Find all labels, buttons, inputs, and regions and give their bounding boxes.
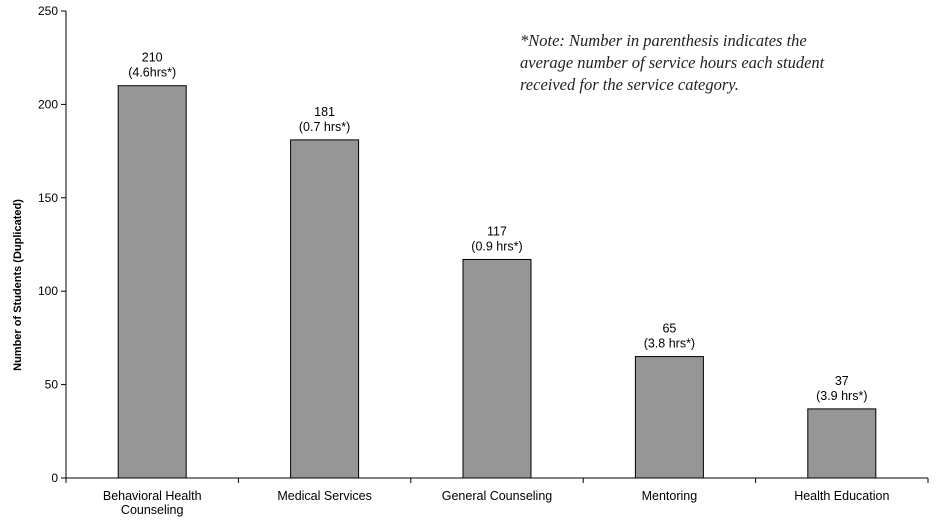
y-axis-label: Number of Students (Duplicated)	[12, 199, 24, 371]
bar	[807, 408, 877, 479]
data-label-hours: (3.8 hrs*)	[644, 337, 695, 351]
bars	[117, 85, 877, 479]
data-label-value: 181	[314, 105, 335, 119]
y-tick-label: 150	[38, 191, 58, 205]
footnote-line-1: *Note: Number in parenthesis indicates t…	[520, 31, 807, 50]
y-tick-label: 200	[38, 97, 58, 111]
data-labels: 210(4.6hrs*) 181(0.7 hrs*) 117(0.9 hrs*) 65…	[128, 51, 867, 403]
data-label-hours: (3.9 hrs*)	[816, 389, 867, 403]
data-label-hours: (4.6hrs*)	[128, 66, 176, 80]
bar	[462, 258, 532, 479]
footnote-line-3: received for the service category.	[520, 75, 739, 94]
data-label-hours: (0.9 hrs*)	[471, 239, 522, 253]
y-tick-label: 50	[45, 378, 59, 392]
x-tick-label: Counseling	[121, 503, 184, 517]
data-label-value: 117	[487, 224, 507, 238]
bar	[290, 139, 360, 479]
y-tick-label: 0	[51, 471, 58, 485]
footnote-line-2: average number of service hours each stu…	[520, 53, 825, 72]
y-tick-label: 100	[38, 284, 58, 298]
x-tick-label: Health Education	[794, 489, 889, 503]
data-label-value: 210	[142, 51, 163, 65]
bar	[634, 356, 704, 479]
y-axis: 0 50 100 150 200 250	[38, 4, 67, 485]
data-label-value: 37	[835, 374, 849, 388]
data-label-hours: (0.7 hrs*)	[299, 120, 350, 134]
bar	[117, 85, 187, 479]
x-tick-label: Mentoring	[642, 489, 698, 503]
x-tick-label: Medical Services	[277, 489, 371, 503]
footnote: *Note: Number in parenthesis indicates t…	[520, 30, 920, 96]
x-tick-label: General Counseling	[442, 489, 553, 503]
x-tick-label: Behavioral Health	[103, 489, 202, 503]
data-label-value: 65	[662, 322, 676, 336]
y-tick-label: 250	[38, 4, 58, 18]
